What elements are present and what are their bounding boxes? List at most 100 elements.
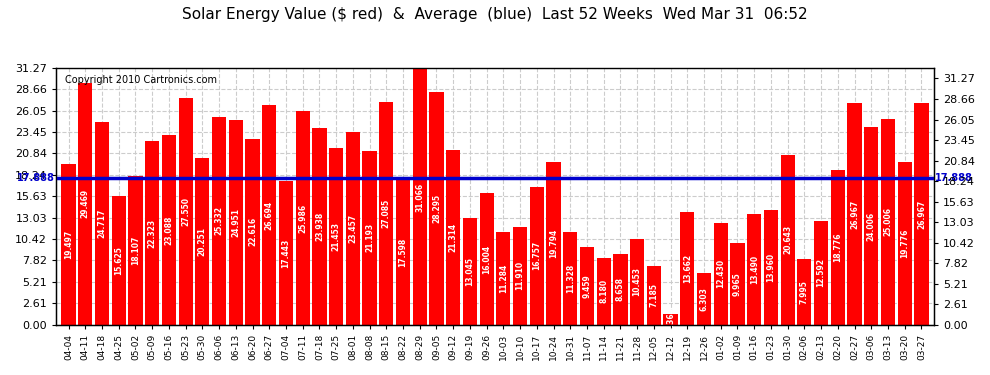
Text: 8.658: 8.658 — [616, 277, 625, 301]
Text: 7.995: 7.995 — [800, 280, 809, 304]
Bar — [212, 117, 226, 325]
Text: 9.459: 9.459 — [582, 274, 591, 298]
Bar — [814, 221, 829, 325]
Text: 7.185: 7.185 — [649, 283, 658, 307]
Text: 13.960: 13.960 — [766, 253, 775, 282]
Text: 8.180: 8.180 — [599, 279, 608, 303]
Text: 16.757: 16.757 — [533, 241, 542, 270]
Text: 19.776: 19.776 — [900, 229, 909, 258]
Bar — [915, 103, 929, 325]
Text: 26.967: 26.967 — [917, 199, 926, 228]
Bar — [329, 148, 344, 325]
Bar — [797, 259, 812, 325]
Text: 23.938: 23.938 — [315, 212, 324, 241]
Bar — [161, 135, 176, 325]
Text: 25.986: 25.986 — [298, 203, 307, 232]
Text: 17.888: 17.888 — [935, 173, 973, 183]
Text: 19.794: 19.794 — [549, 229, 558, 258]
Bar — [195, 158, 210, 325]
Bar — [312, 128, 327, 325]
Text: 9.965: 9.965 — [733, 272, 742, 296]
Text: 12.592: 12.592 — [817, 258, 826, 288]
Bar — [430, 92, 444, 325]
Bar — [697, 273, 711, 325]
Bar — [229, 120, 243, 325]
Bar — [630, 239, 644, 325]
Text: 25.006: 25.006 — [883, 207, 892, 237]
Text: 11.328: 11.328 — [565, 264, 575, 293]
Text: 18.776: 18.776 — [834, 233, 842, 262]
Bar — [479, 193, 494, 325]
Bar — [881, 119, 895, 325]
Bar — [296, 111, 310, 325]
Text: 11.910: 11.910 — [516, 261, 525, 290]
Bar — [530, 187, 544, 325]
Text: 22.323: 22.323 — [148, 218, 156, 248]
Bar — [764, 210, 778, 325]
Text: 12.430: 12.430 — [716, 259, 726, 288]
Text: 11.284: 11.284 — [499, 264, 508, 293]
Text: 13.662: 13.662 — [683, 254, 692, 283]
Bar — [129, 176, 143, 325]
Text: Solar Energy Value ($ red)  &  Average  (blue)  Last 52 Weeks  Wed Mar 31  06:52: Solar Energy Value ($ red) & Average (bl… — [182, 8, 808, 22]
Text: 24.951: 24.951 — [232, 208, 241, 237]
Text: 28.295: 28.295 — [432, 194, 441, 223]
Bar — [178, 98, 193, 325]
Text: 17.888: 17.888 — [17, 173, 55, 183]
Text: 27.085: 27.085 — [382, 199, 391, 228]
Bar — [563, 232, 577, 325]
Text: 31.066: 31.066 — [415, 183, 425, 212]
Bar — [731, 243, 744, 325]
Bar — [663, 314, 678, 325]
Text: 20.251: 20.251 — [198, 227, 207, 256]
Text: 22.616: 22.616 — [248, 217, 257, 246]
Bar — [462, 217, 477, 325]
Bar — [246, 139, 259, 325]
Bar — [680, 213, 694, 325]
Bar — [780, 155, 795, 325]
Text: 25.332: 25.332 — [215, 206, 224, 235]
Text: 16.004: 16.004 — [482, 244, 491, 273]
Text: 26.967: 26.967 — [850, 199, 859, 228]
Bar — [496, 232, 511, 325]
Text: 27.550: 27.550 — [181, 197, 190, 226]
Bar — [747, 214, 761, 325]
Bar — [446, 150, 460, 325]
Text: 19.497: 19.497 — [64, 230, 73, 259]
Bar — [646, 266, 661, 325]
Text: Copyright 2010 Cartronics.com: Copyright 2010 Cartronics.com — [64, 75, 217, 86]
Text: 29.469: 29.469 — [81, 189, 90, 218]
Bar — [112, 196, 126, 325]
Bar — [546, 162, 560, 325]
Text: 21.193: 21.193 — [365, 223, 374, 252]
Text: 15.625: 15.625 — [114, 246, 123, 275]
Bar — [362, 150, 376, 325]
Text: 18.107: 18.107 — [131, 236, 140, 265]
Text: 20.643: 20.643 — [783, 225, 792, 255]
Text: 17.598: 17.598 — [399, 238, 408, 267]
Text: 21.453: 21.453 — [332, 222, 341, 251]
Bar — [78, 82, 92, 325]
Bar — [262, 105, 276, 325]
Bar — [513, 227, 528, 325]
Text: 13.490: 13.490 — [749, 255, 758, 284]
Bar — [346, 132, 360, 325]
Bar — [396, 180, 410, 325]
Bar — [279, 182, 293, 325]
Bar — [714, 223, 728, 325]
Bar — [61, 165, 75, 325]
Text: 17.443: 17.443 — [281, 238, 290, 268]
Text: 10.453: 10.453 — [633, 267, 642, 296]
Bar — [413, 69, 427, 325]
Bar — [847, 103, 861, 325]
Text: 23.088: 23.088 — [164, 215, 173, 244]
Bar — [898, 162, 912, 325]
Text: 21.314: 21.314 — [448, 223, 457, 252]
Bar — [597, 258, 611, 325]
Bar — [831, 170, 844, 325]
Text: 13.045: 13.045 — [465, 256, 474, 286]
Text: 26.694: 26.694 — [264, 201, 274, 230]
Bar — [864, 128, 878, 325]
Bar — [379, 102, 393, 325]
Text: 23.457: 23.457 — [348, 214, 357, 243]
